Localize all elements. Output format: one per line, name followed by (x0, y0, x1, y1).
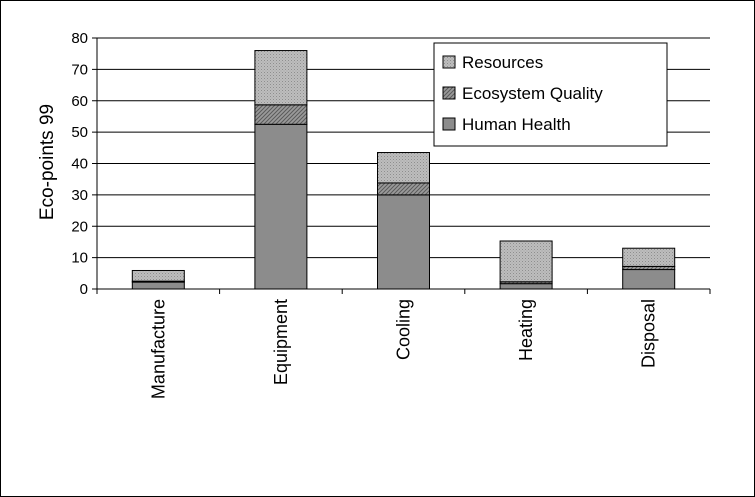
legend: Resources Ecosystem Quality Human Health (433, 42, 668, 147)
y-axis-label: Eco-points 99 (37, 104, 58, 220)
bar-ecosystem-quality-equipment (254, 104, 308, 125)
y-tick-label: 70 (71, 61, 88, 78)
bar-ecosystem-quality-cooling (377, 182, 430, 196)
y-tick-label: 60 (71, 93, 88, 110)
y-tick-label: 40 (71, 156, 88, 173)
bars (131, 50, 676, 290)
bar-human-health-manufacture (131, 281, 185, 290)
legend-label: Resources (462, 53, 543, 72)
legend-swatch (442, 86, 456, 100)
legend-swatch (442, 117, 456, 131)
bar-resources-heating (499, 240, 553, 283)
legend-swatch (442, 55, 456, 69)
y-tick-label: 0 (80, 281, 88, 298)
axes (92, 37, 711, 294)
y-tick-labels: 0 10 20 30 40 50 60 70 80 (71, 30, 88, 298)
legend-box (433, 42, 668, 147)
x-tick-labels: Manufacture Equipment Cooling Heating Dispos… (148, 299, 658, 399)
bar-resources-cooling (377, 152, 430, 184)
x-tick-label: Heating (516, 299, 536, 361)
bar-human-health-equipment (254, 123, 308, 290)
x-tick-label: Disposal (639, 299, 659, 368)
legend-label: Human Health (462, 115, 571, 134)
x-tick-label: Cooling (394, 299, 414, 360)
bar-human-health-cooling (377, 194, 430, 290)
y-tick-label: 10 (71, 250, 88, 267)
y-tick-label: 30 (71, 187, 88, 204)
bar-resources-equipment (254, 50, 308, 106)
bar-human-health-disposal (622, 269, 676, 290)
x-tick-label: Manufacture (148, 299, 168, 399)
bar-resources-disposal (622, 247, 676, 267)
bar-resources-manufacture (131, 269, 185, 282)
bar-human-health-heating (499, 283, 553, 290)
x-tick-label: Equipment (271, 299, 291, 385)
legend-label: Ecosystem Quality (462, 84, 603, 103)
y-tick-label: 80 (71, 30, 88, 47)
y-tick-label: 20 (71, 218, 88, 235)
y-tick-label: 50 (71, 124, 88, 141)
